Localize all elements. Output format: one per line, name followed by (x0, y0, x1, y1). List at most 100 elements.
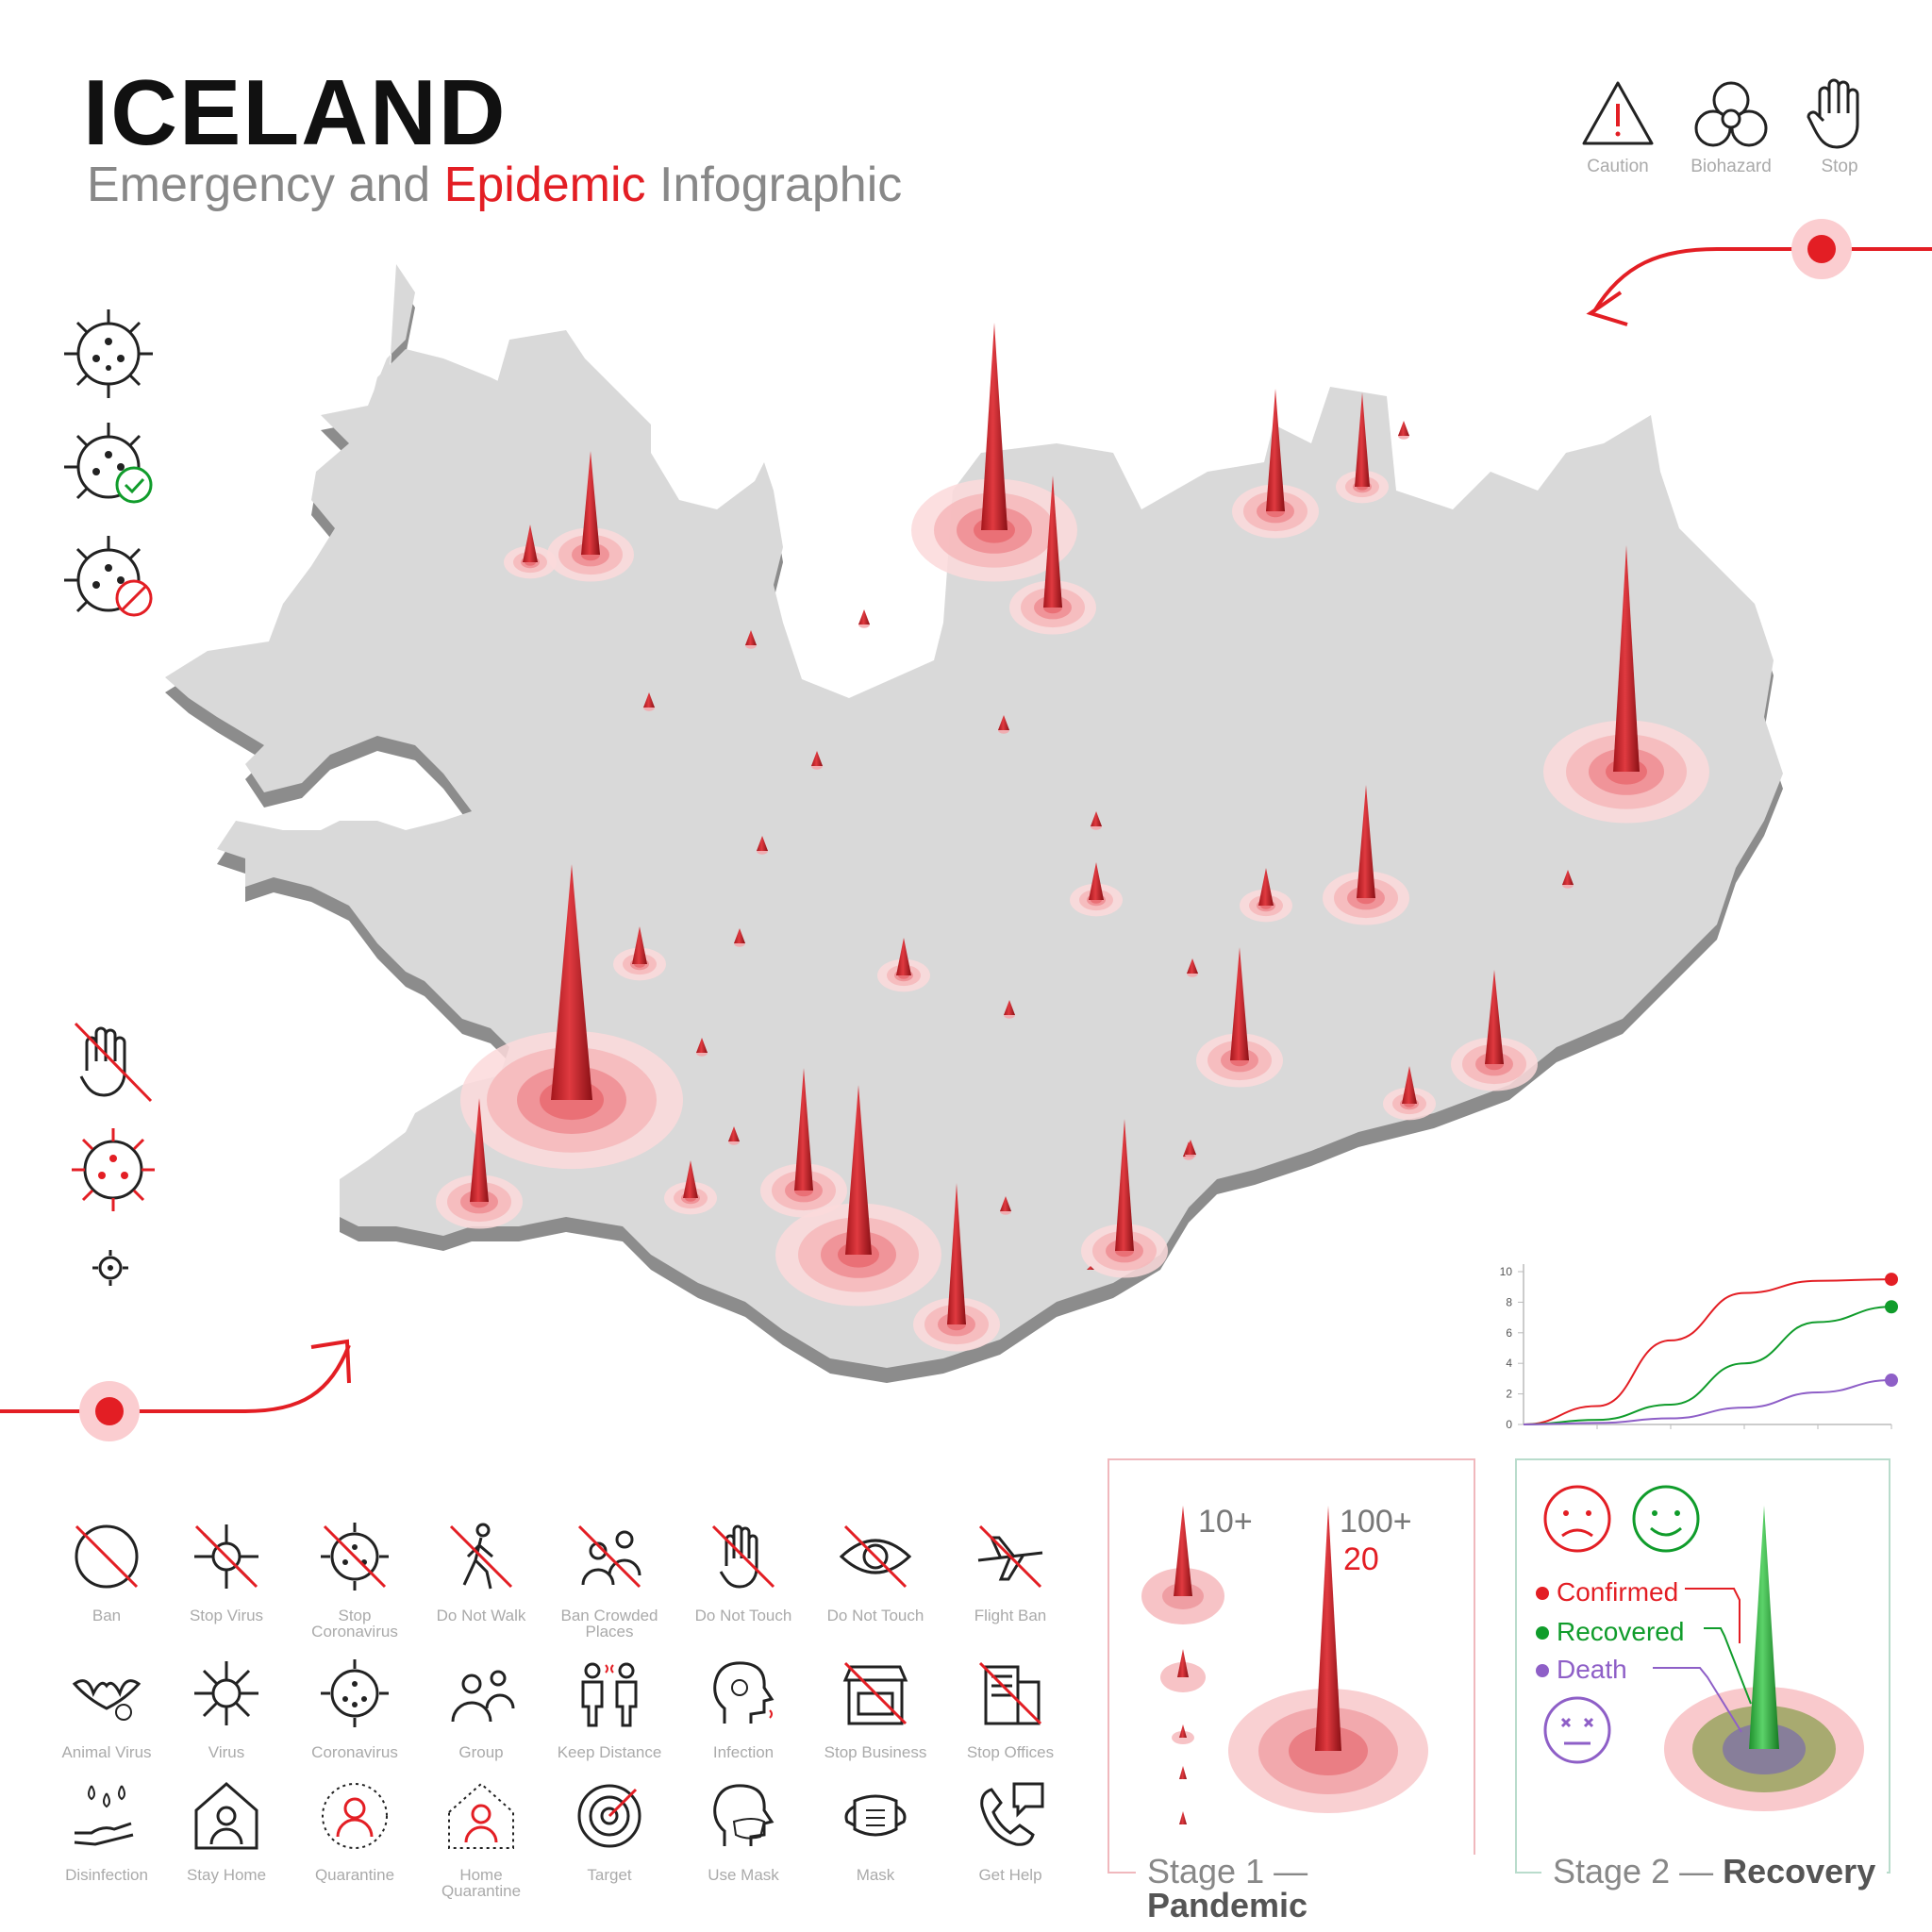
map-spike (1115, 1119, 1134, 1251)
map-spike (1562, 870, 1574, 885)
icon-label: Get Help (978, 1866, 1042, 1884)
iceland-map (165, 264, 1783, 1383)
map-spike (858, 609, 870, 625)
map-spike (728, 1126, 740, 1141)
map-spike (734, 928, 745, 943)
series-end-point (1885, 1273, 1898, 1287)
map-spike (1398, 421, 1409, 436)
map-spike (1004, 1000, 1015, 1015)
stage1-title-bold: Pandemic (1147, 1886, 1308, 1924)
icon-label: Stop Virus (189, 1607, 264, 1624)
legend-item-label: Recovered (1557, 1617, 1685, 1646)
stage1-spike-large (1315, 1506, 1341, 1751)
hazard-label-biohazard: Biohazard (1690, 157, 1772, 176)
icon-label: Coronavirus (311, 1743, 398, 1761)
map-spike (1402, 1066, 1417, 1104)
stage2-panel: Confirmed Recovered Death Stage 2 — Recove… (1515, 1458, 1890, 1889)
no-touch-side-icon (74, 1022, 153, 1103)
map-spike (1258, 868, 1274, 906)
arrow-top-right (1586, 219, 1932, 326)
map-spike (745, 630, 757, 645)
stop-virus-icon (194, 1524, 258, 1589)
map-spike (632, 926, 647, 964)
stop-business-icon (842, 1661, 908, 1725)
map-land (165, 264, 1783, 1383)
subtitle-accent: Epidemic (443, 158, 646, 212)
stage1-big-count: 100+ (1340, 1504, 1412, 1540)
caution-icon (1582, 81, 1654, 145)
red-virus-side-icon (72, 1128, 155, 1211)
series-line (1523, 1379, 1892, 1425)
group-icon (451, 1670, 515, 1723)
subtitle-part-2: Infographic (645, 158, 903, 212)
map-spike (998, 715, 1009, 730)
page-title: ICELAND (83, 60, 508, 164)
animal-virus-icon (72, 1679, 142, 1721)
icon-label: Virus (208, 1743, 245, 1761)
map-spike (1187, 958, 1198, 974)
icon-label: Home Quarantine (441, 1866, 522, 1900)
icon-label: Stop Coronavirus (311, 1607, 398, 1641)
y-tick-label: 6 (1506, 1326, 1512, 1340)
map-spike (1355, 392, 1370, 487)
stage2-title: Stage 2 — Recovery (1541, 1852, 1888, 1890)
stage1-panel: 10+ 100+ 20 Stage 1 — Pandemic (1108, 1458, 1475, 1923)
map-spike (523, 525, 538, 562)
map-spike (1485, 970, 1504, 1064)
legend-dot (1536, 1587, 1549, 1600)
map-spike (1185, 1140, 1196, 1155)
stay-home-icon (194, 1782, 258, 1850)
series-end-point (1885, 1300, 1898, 1314)
map-spike (643, 692, 655, 708)
ban-crowded-places-icon (577, 1524, 641, 1589)
map-spikes (436, 323, 1709, 1352)
hazard-label-stop: Stop (1821, 157, 1858, 176)
y-tick-label: 10 (1500, 1265, 1513, 1278)
stage1-spike-medium (1174, 1506, 1192, 1596)
map-spike (845, 1085, 872, 1255)
infection-icon (713, 1661, 774, 1724)
hazard-label-caution: Caution (1587, 157, 1649, 176)
virus-icon (194, 1661, 258, 1725)
map-spike (696, 1038, 708, 1053)
dead-face-icon (1543, 1696, 1611, 1764)
icon-label: Group (458, 1743, 504, 1761)
series-line (1523, 1278, 1892, 1425)
quarantine-icon (322, 1783, 388, 1849)
small-virus-side-icon (92, 1250, 128, 1286)
stage2-frame (1515, 1458, 1890, 1874)
ban-icon (75, 1524, 139, 1589)
hazard-icon-group: Caution Biohazard Stop (1566, 75, 1887, 189)
coronavirus-icon (321, 1659, 389, 1727)
map-spike (794, 1068, 813, 1191)
icon-label: Animal Virus (61, 1743, 152, 1761)
map-spike (896, 938, 911, 975)
map-spike (1043, 475, 1062, 608)
stop-coronavirus-icon (321, 1523, 389, 1591)
y-tick-label: 4 (1506, 1357, 1512, 1370)
icon-label: Do Not Walk (436, 1607, 526, 1624)
coronavirus-side-icon (64, 309, 153, 398)
icon-label: Stay Home (186, 1866, 267, 1884)
stage1-frame (1108, 1458, 1475, 1874)
map-spike (1000, 1196, 1011, 1211)
series-line (1523, 1306, 1892, 1425)
legend-item-label: Death (1557, 1655, 1627, 1684)
sad-face-icon (1543, 1485, 1611, 1553)
y-tick-label: 2 (1506, 1388, 1512, 1401)
map-spike (1230, 947, 1249, 1060)
map-spike (1087, 1266, 1094, 1270)
stop-offices-icon (978, 1661, 1042, 1725)
stage2-title-bold: Recovery (1723, 1852, 1876, 1890)
stage1-small-count: 10+ (1198, 1504, 1253, 1540)
icon-label: Infection (712, 1743, 774, 1761)
stop-hand-icon (1807, 78, 1859, 149)
legend-dot (1536, 1626, 1549, 1640)
target-icon (577, 1784, 641, 1848)
map-spike (551, 864, 592, 1100)
trend-line-chart: 0 2 4 6 8 10 (1500, 1264, 1898, 1431)
icon-label: Ban Crowded Places (560, 1607, 658, 1641)
map-spike (683, 1160, 698, 1198)
map-spike (1091, 811, 1102, 826)
